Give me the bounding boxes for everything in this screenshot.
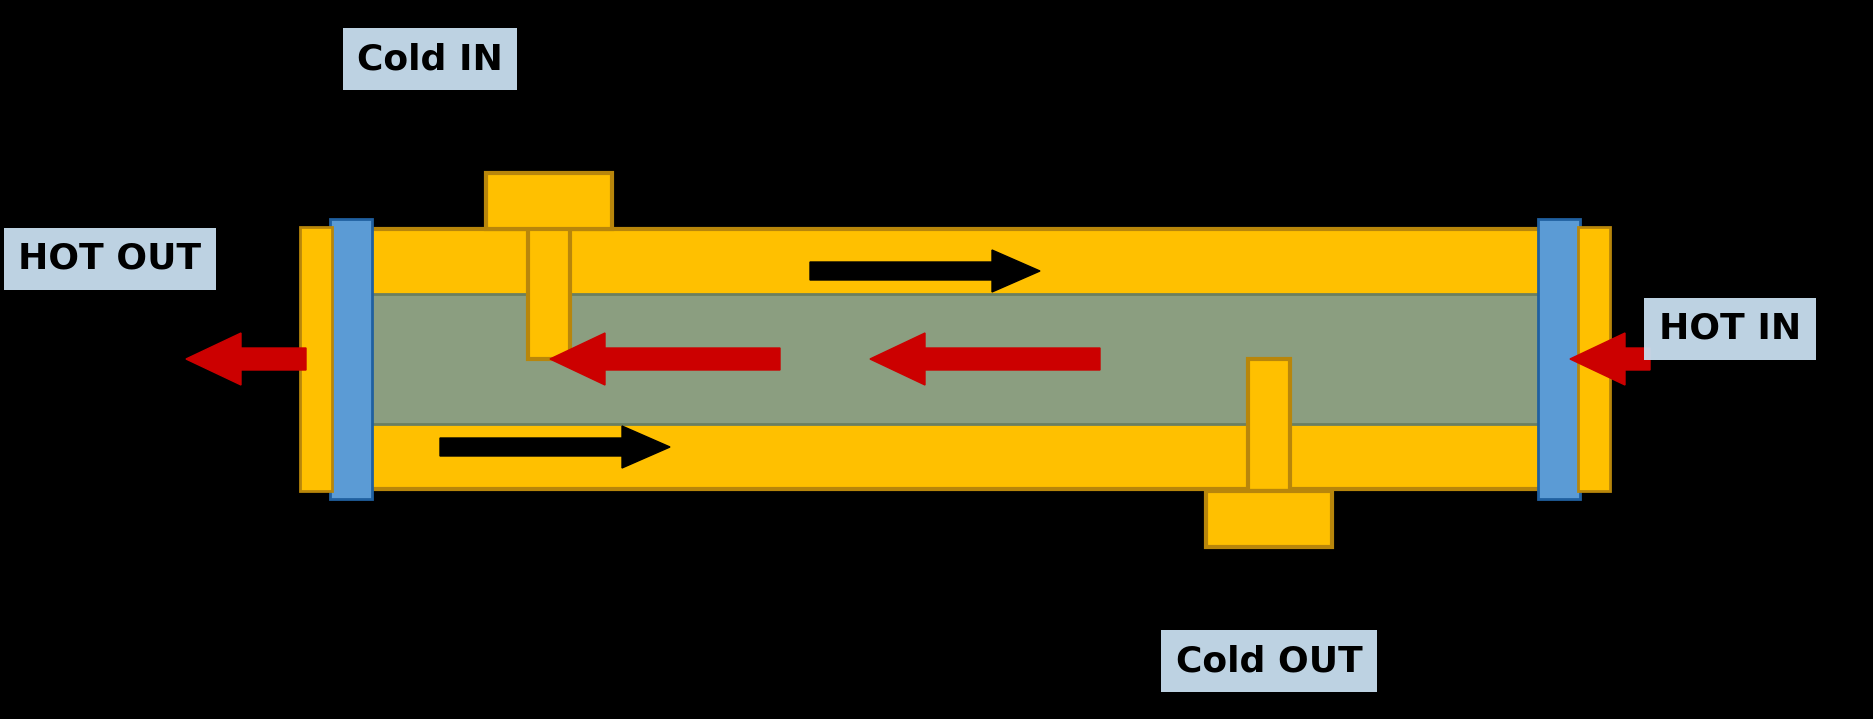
Text: HOT IN: HOT IN — [1658, 312, 1800, 346]
FancyArrow shape — [549, 333, 779, 385]
Bar — [300, 227, 332, 491]
Text: Cold IN: Cold IN — [358, 42, 502, 76]
Bar — [1538, 219, 1579, 499]
Bar — [485, 173, 612, 229]
Bar — [1577, 227, 1609, 491]
Bar — [1247, 359, 1289, 491]
FancyArrow shape — [440, 426, 671, 468]
FancyArrow shape — [185, 333, 305, 385]
Bar — [528, 227, 569, 359]
FancyArrow shape — [809, 250, 1040, 292]
FancyArrow shape — [869, 333, 1099, 385]
Bar — [369, 294, 1540, 424]
Bar — [369, 229, 1540, 489]
Text: HOT OUT: HOT OUT — [19, 242, 202, 276]
Text: Cold OUT: Cold OUT — [1174, 644, 1362, 678]
FancyArrow shape — [1570, 333, 1648, 385]
Bar — [330, 219, 373, 499]
Bar — [1206, 491, 1332, 547]
